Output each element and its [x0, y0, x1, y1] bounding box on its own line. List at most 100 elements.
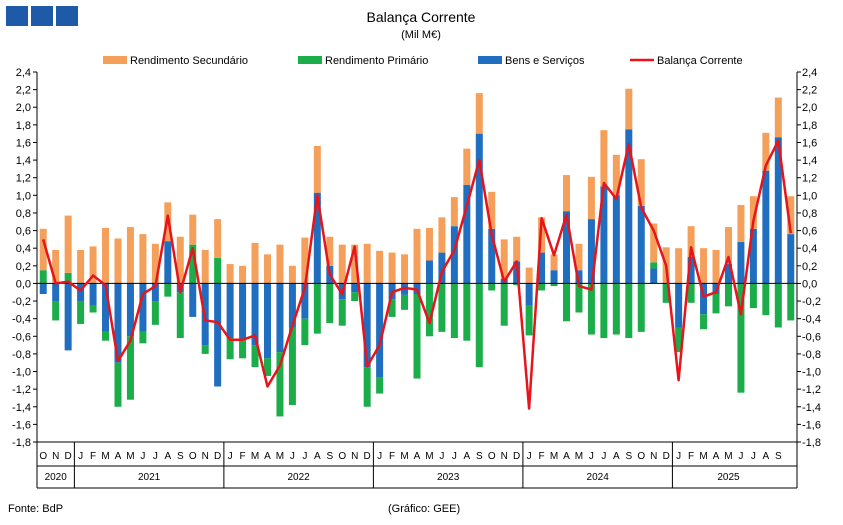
bar-rendimento-secundario: [226, 264, 234, 284]
bar-rendimento-secundario: [762, 132, 770, 171]
bar-rendimento-secundario: [326, 236, 334, 266]
month-label: O: [488, 451, 496, 462]
month-label: J: [738, 451, 743, 462]
bar-rendimento-primario: [762, 283, 770, 316]
bar-bens-servicos: [724, 264, 732, 284]
bar-rendimento-secundario: [774, 97, 782, 138]
year-label: 2023: [437, 472, 460, 483]
bar-rendimento-primario: [463, 283, 471, 341]
y-tick-label-left: -1,2: [12, 384, 31, 396]
y-tick-label-right: 1,8: [802, 120, 817, 132]
y-tick-label-left: 0,0: [16, 278, 31, 290]
bar-rendimento-primario: [64, 272, 72, 284]
bar-rendimento-primario: [675, 327, 683, 353]
bar-rendimento-primario: [251, 345, 259, 368]
bar-bens-servicos: [762, 170, 770, 284]
bar-rendimento-secundario: [500, 239, 508, 280]
month-label: M: [699, 451, 707, 462]
month-label: J: [751, 451, 756, 462]
bar-rendimento-primario: [425, 283, 433, 337]
bar-rendimento-primario: [475, 283, 483, 368]
bar-bens-servicos: [450, 226, 458, 284]
month-label: J: [78, 451, 83, 462]
bar-rendimento-primario: [239, 340, 247, 359]
bar-rendimento-secundario: [89, 246, 97, 284]
y-tick-label-right: -1,4: [802, 402, 821, 414]
bar-rendimento-secundario: [687, 226, 695, 257]
y-tick-label-left: 1,8: [16, 120, 31, 132]
bar-rendimento-secundario: [301, 237, 309, 284]
y-tick-label-left: 1,2: [16, 173, 31, 185]
month-label: J: [589, 451, 594, 462]
month-label: S: [775, 451, 782, 462]
month-label: J: [377, 451, 382, 462]
credit-note: (Gráfico: GEE): [388, 503, 461, 515]
bar-rendimento-secundario: [712, 249, 720, 284]
bar-rendimento-primario: [662, 283, 670, 303]
legend-label-2: Bens e Serviços: [505, 55, 585, 67]
bar-bens-servicos: [675, 283, 683, 328]
month-label: S: [625, 451, 632, 462]
bar-bens-servicos: [737, 242, 745, 284]
month-label: J: [527, 451, 532, 462]
month-label: M: [251, 451, 259, 462]
bar-rendimento-secundario: [288, 265, 296, 284]
year-label: 2024: [587, 472, 610, 483]
bar-bens-servicos: [288, 283, 296, 328]
bar-bens-servicos: [189, 283, 197, 317]
bar-bens-servicos: [214, 283, 222, 387]
y-tick-label-right: -1,0: [802, 367, 821, 379]
bar-rendimento-primario: [712, 294, 720, 314]
month-label: D: [663, 451, 670, 462]
y-tick-label-left: 1,6: [16, 137, 31, 149]
bar-bens-servicos: [575, 270, 583, 284]
month-label: J: [452, 451, 457, 462]
bar-rendimento-primario: [500, 283, 508, 326]
bar-rendimento-secundario: [625, 88, 633, 130]
y-tick-label-right: 1,4: [802, 155, 817, 167]
bar-rendimento-primario: [612, 283, 620, 335]
y-tick-label-right: -0,6: [802, 331, 821, 343]
bar-rendimento-primario: [724, 283, 732, 307]
bar-rendimento-secundario: [239, 265, 247, 284]
bar-bens-servicos: [550, 270, 558, 284]
bar-rendimento-secundario: [787, 196, 795, 235]
y-tick-label-right: 1,2: [802, 173, 817, 185]
bar-bens-servicos: [139, 283, 147, 332]
month-label: N: [650, 451, 657, 462]
bar-rendimento-secundario: [176, 236, 184, 284]
month-label: A: [115, 451, 122, 462]
month-label: A: [563, 451, 570, 462]
month-label: J: [676, 451, 681, 462]
y-tick-label-right: -1,8: [802, 437, 821, 449]
bar-bens-servicos: [401, 283, 409, 295]
y-tick-label-right: -1,6: [802, 419, 821, 431]
month-label: J: [439, 451, 444, 462]
bar-rendimento-primario: [600, 283, 608, 339]
bar-rendimento-secundario: [600, 130, 608, 187]
bar-rendimento-secundario: [276, 244, 284, 284]
month-label: O: [338, 451, 346, 462]
bar-rendimento-primario: [525, 305, 533, 336]
month-label: J: [140, 451, 145, 462]
bar-rendimento-secundario: [637, 159, 645, 206]
bar-rendimento-secundario: [737, 205, 745, 243]
source-note: Fonte: BdP: [8, 503, 64, 515]
bar-rendimento-primario: [52, 301, 60, 321]
bar-bens-servicos: [276, 283, 284, 353]
y-tick-label-left: 2,4: [16, 67, 31, 79]
y-tick-label-right: 0,8: [802, 208, 817, 220]
y-tick-label-right: 1,0: [802, 190, 817, 202]
bar-rendimento-secundario: [313, 146, 321, 193]
month-label: J: [290, 451, 295, 462]
month-label: D: [214, 451, 221, 462]
bar-rendimento-primario: [276, 352, 284, 417]
bar-bens-servicos: [563, 211, 571, 284]
month-label: F: [240, 451, 246, 462]
month-label: N: [501, 451, 508, 462]
bar-rendimento-secundario: [550, 254, 558, 271]
bar-rendimento-secundario: [338, 244, 346, 284]
bar-rendimento-primario: [513, 283, 521, 286]
y-tick-label-left: 0,2: [16, 261, 31, 273]
month-label: M: [276, 451, 284, 462]
